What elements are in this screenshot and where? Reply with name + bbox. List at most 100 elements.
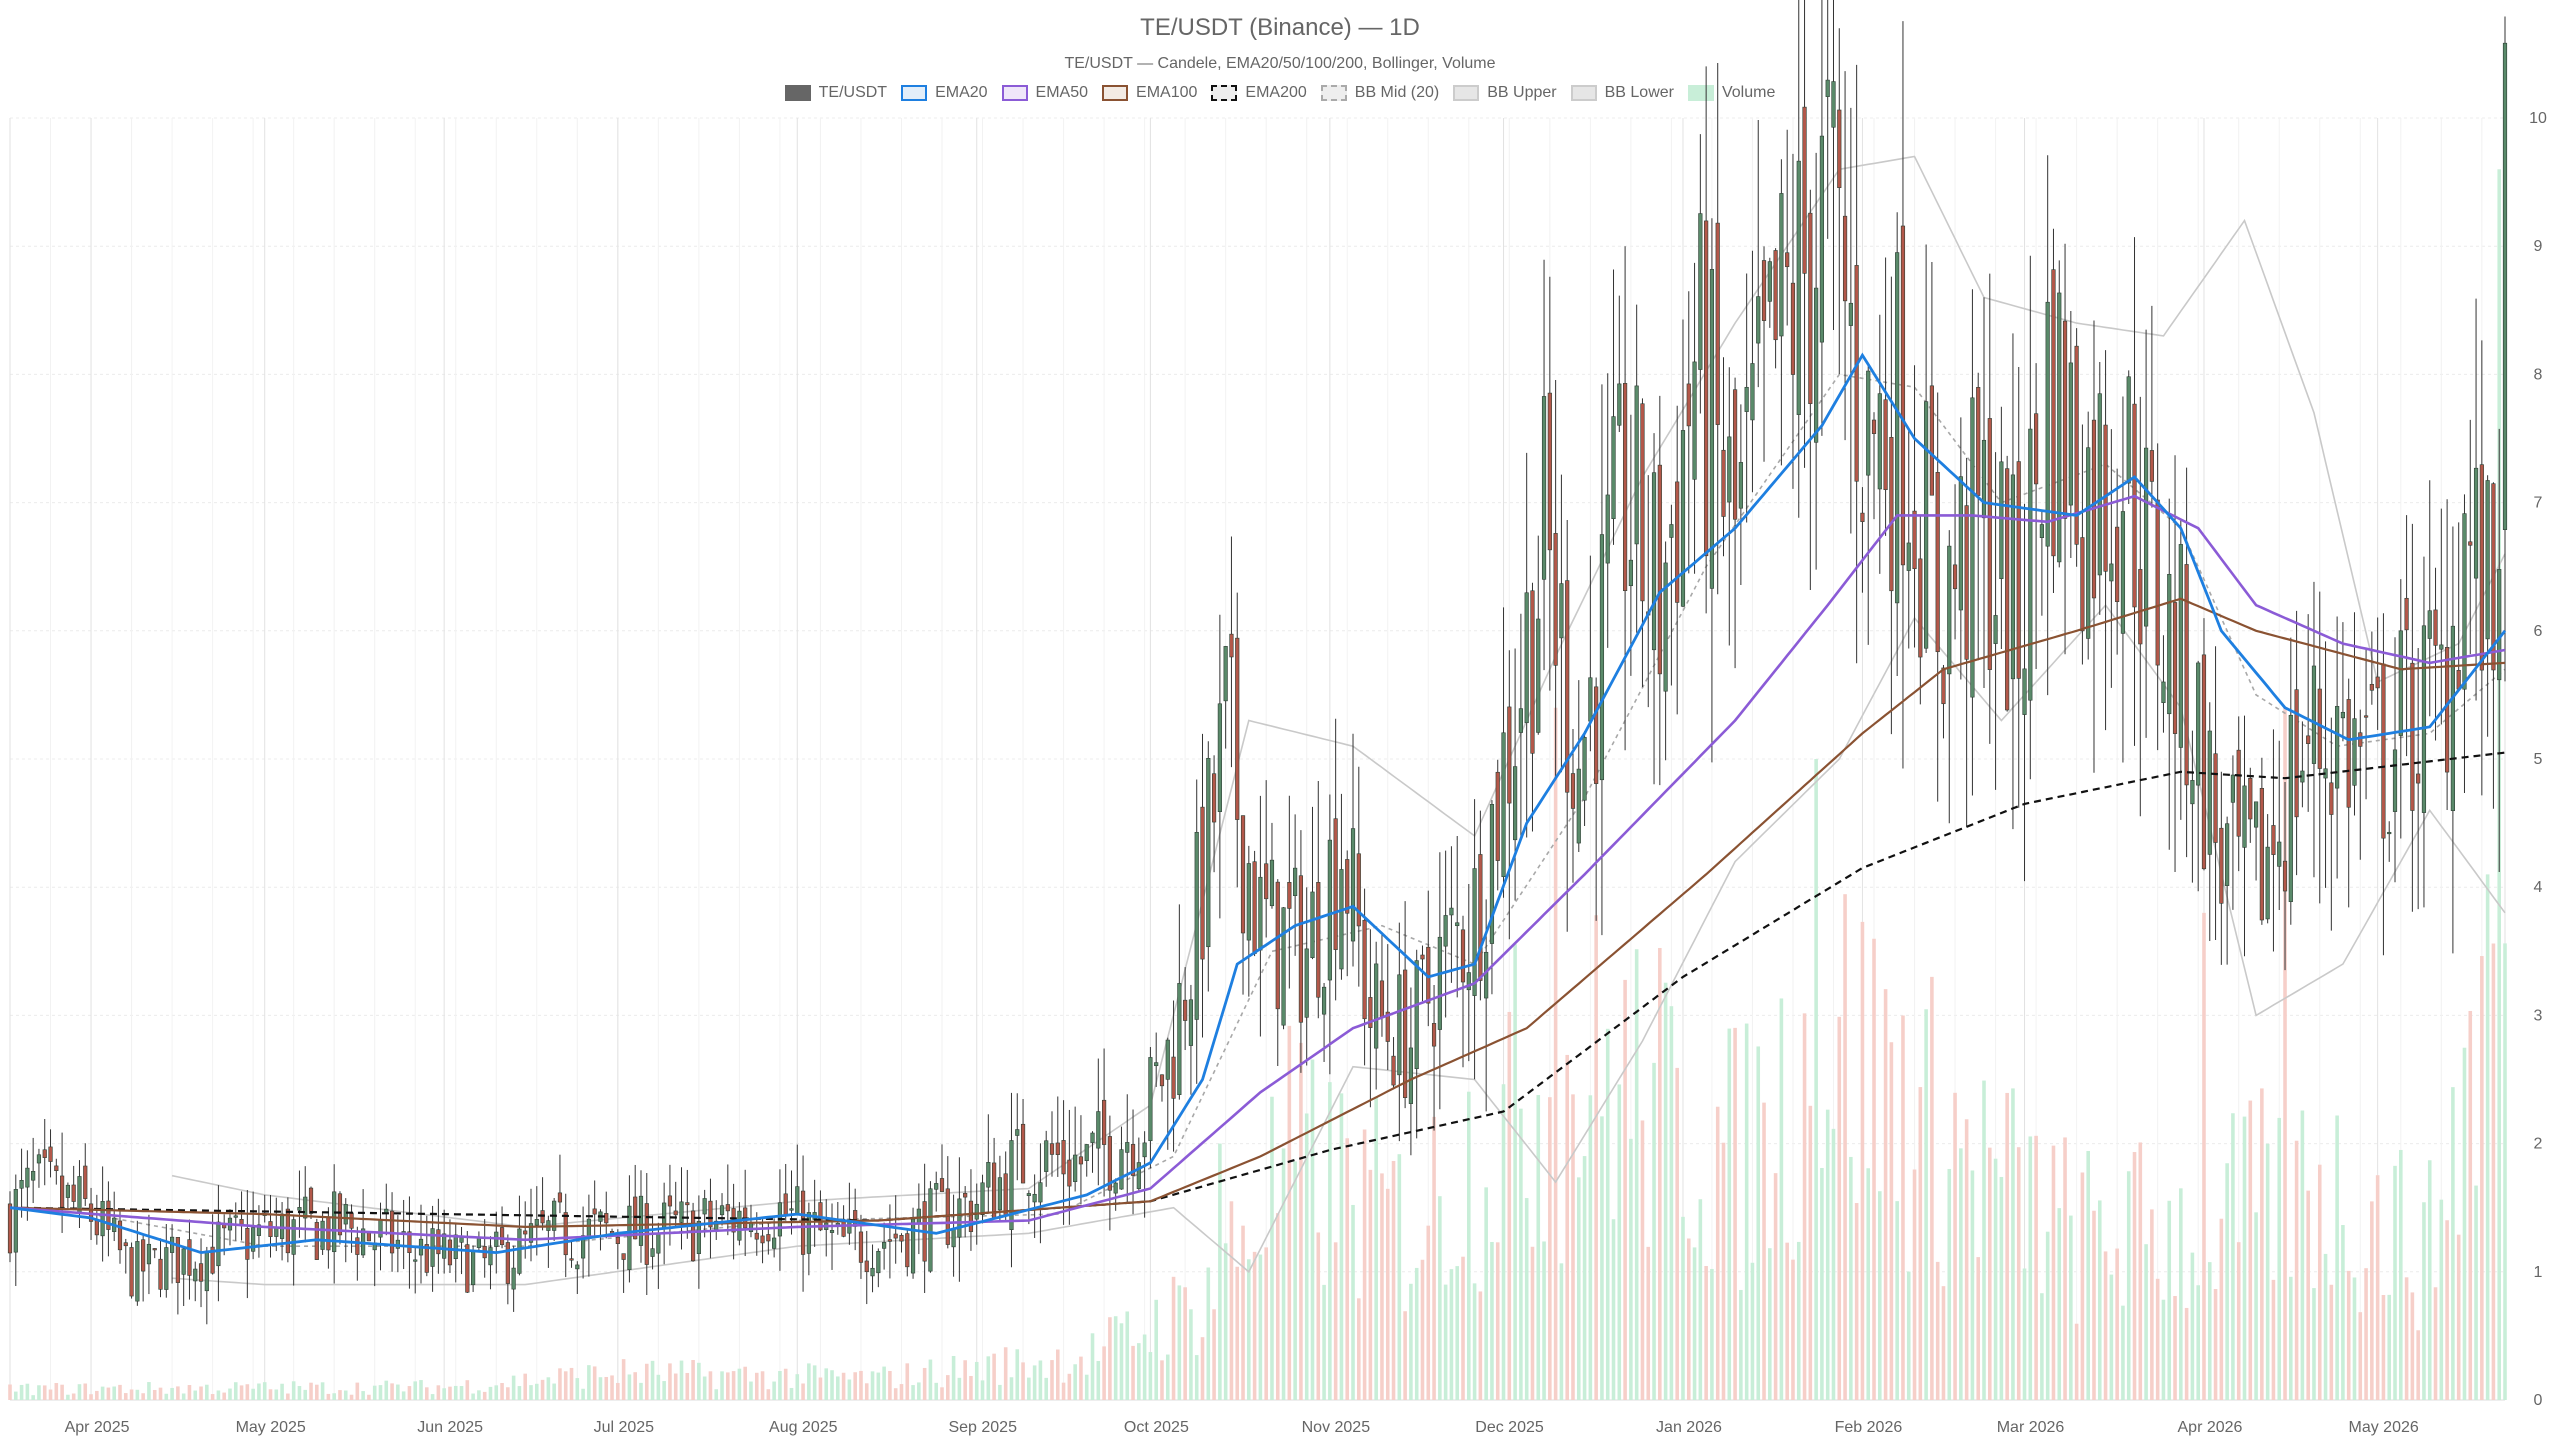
volume-bar (199, 1386, 203, 1400)
volume-bar (1692, 1247, 1697, 1400)
volume-bar (1461, 1256, 1465, 1400)
candle-down (175, 1237, 180, 1283)
legend-item-volume[interactable]: Volume (1687, 84, 1775, 102)
candle-down (187, 1239, 192, 1276)
candle-down (1686, 383, 1691, 427)
candle-up (1350, 828, 1356, 942)
volume-bar (378, 1385, 383, 1400)
candle-down (2404, 597, 2409, 631)
candle-up (1466, 972, 1471, 991)
volume-bar (1530, 1246, 1535, 1400)
candle-down (1379, 980, 1385, 1018)
volume-bar (2364, 1268, 2368, 1400)
candle-up (916, 1208, 921, 1224)
x-tick-label: Jan 2026 (1656, 1419, 1722, 1436)
legend-item-ema200[interactable]: EMA200 (1211, 84, 1307, 102)
volume-bar (494, 1385, 499, 1400)
candle-down (2369, 684, 2374, 691)
volume-bar (946, 1375, 950, 1400)
volume-bar (1947, 1168, 1952, 1400)
volume-bar (2474, 1185, 2478, 1400)
volume-bar (754, 1372, 759, 1400)
legend-item-bb_mid[interactable]: BB Mid (20) (1320, 84, 1439, 102)
candle-down (1854, 265, 1859, 482)
volume-bar (905, 1363, 910, 1400)
candle-down (2034, 413, 2039, 485)
candle-down (1912, 510, 1917, 570)
candle-up (1177, 983, 1182, 1095)
candle-up (1848, 302, 1853, 326)
volume-bar (940, 1387, 944, 1400)
candle-up (1096, 1111, 1101, 1149)
candle-down (1067, 1159, 1072, 1187)
candle-up (1680, 430, 1686, 607)
volume-bar (1912, 1169, 1917, 1400)
candle-up (297, 1207, 302, 1211)
volume-bar (1999, 1176, 2004, 1400)
volume-bar (471, 1393, 475, 1400)
volume-bar (1409, 1283, 1413, 1400)
legend-item-candles[interactable]: TE/USDT (784, 84, 887, 102)
candle-down (210, 1246, 215, 1274)
x-tick-label: Dec 2025 (1475, 1419, 1544, 1436)
candle-down (1715, 222, 1720, 425)
candle-down (48, 1146, 53, 1162)
volume-bar (1194, 1355, 1199, 1400)
volume-bar (1165, 1354, 1170, 1400)
candle-up (1947, 545, 1952, 675)
candle-down (2213, 753, 2218, 843)
candle-down (2445, 647, 2450, 773)
candle-down (54, 1165, 59, 1171)
x-tick-label: May 2026 (2349, 1419, 2419, 1436)
volume-bar (1721, 1142, 1726, 1400)
candle-up (2277, 841, 2282, 867)
volume-bar (1137, 1343, 1141, 1400)
candle-down (1530, 590, 1535, 754)
candle-up (1611, 416, 1616, 520)
candle-down (1183, 999, 1188, 1021)
volume-bar (268, 1389, 273, 1400)
legend-item-bb_lower[interactable]: BB Lower (1570, 84, 1674, 102)
volume-bar (951, 1355, 956, 1400)
volume-bar (864, 1383, 869, 1400)
candle-down (523, 1230, 528, 1235)
candle-down (563, 1212, 568, 1256)
volume-bar (2248, 1100, 2253, 1400)
volume-bar (1328, 1082, 1332, 1400)
volume-bar (2184, 1307, 2189, 1400)
volume-bar (1930, 976, 1934, 1400)
volume-bar (1160, 1360, 1164, 1400)
volume-bar (1032, 1365, 1037, 1400)
candle-up (650, 1248, 655, 1257)
volume-bar (1200, 1337, 1205, 1400)
volume-bar (523, 1373, 527, 1400)
candle-down (1229, 633, 1234, 658)
candle-down (1802, 106, 1807, 274)
volume-bar (1009, 1377, 1014, 1400)
candle-up (1269, 859, 1275, 907)
volume-bar (1304, 1113, 1309, 1400)
volume-bar (639, 1382, 643, 1400)
volume-bar (2103, 1251, 2108, 1400)
candle-up (1541, 396, 1547, 580)
volume-bar (616, 1382, 620, 1400)
candle-up (2398, 630, 2403, 736)
candle-down (2219, 827, 2224, 904)
volume-bar (1918, 1087, 1923, 1400)
volume-bar (650, 1360, 655, 1400)
legend-item-ema50[interactable]: EMA50 (1001, 84, 1088, 102)
volume-bar (2150, 1209, 2154, 1400)
candle-up (1513, 766, 1518, 841)
legend-item-ema20[interactable]: EMA20 (901, 84, 988, 102)
legend-item-bb_upper[interactable]: BB Upper (1453, 84, 1557, 102)
candle-up (1651, 472, 1657, 651)
volume-bar (795, 1374, 800, 1400)
candle-up (216, 1221, 221, 1267)
legend-item-ema100[interactable]: EMA100 (1102, 84, 1197, 102)
volume-bar (2358, 1312, 2363, 1400)
candle-up (413, 1259, 418, 1262)
volume-bar (801, 1383, 805, 1400)
candle-down (1721, 449, 1726, 517)
candle-up (1206, 758, 1211, 948)
candle-up (378, 1219, 383, 1238)
